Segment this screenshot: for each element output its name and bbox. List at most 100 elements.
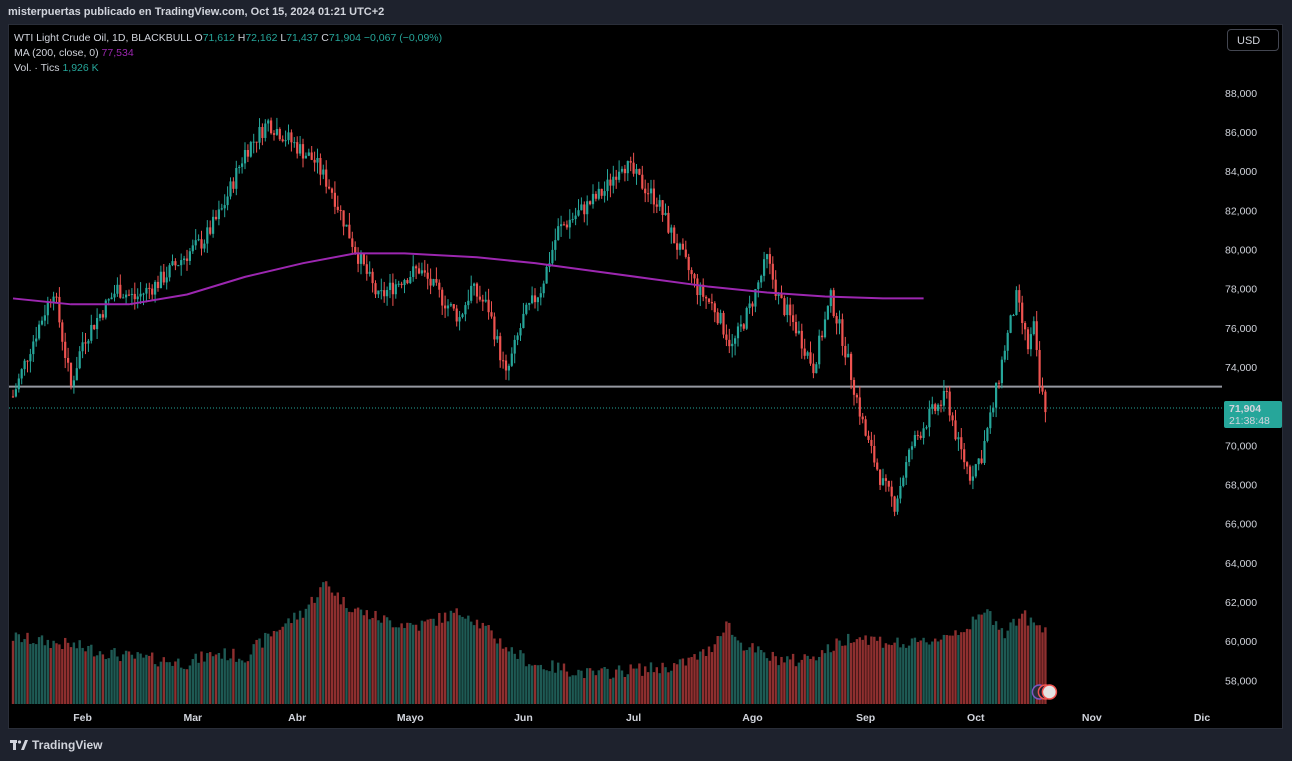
- volume-bar: [745, 649, 748, 704]
- candle-body: [812, 363, 815, 374]
- volume-bar: [1029, 617, 1033, 704]
- candle-body: [458, 317, 461, 322]
- volume-bar: [330, 592, 334, 704]
- x-tick-label: Jun: [514, 712, 533, 724]
- x-tick-label: Mar: [183, 712, 202, 724]
- candle-body: [69, 362, 73, 386]
- candle-body: [542, 283, 545, 294]
- legend-volume-row[interactable]: Vol. · Tics 1,926 K: [14, 61, 442, 76]
- volume-bar: [171, 665, 174, 704]
- candle-body: [966, 462, 969, 467]
- candle-body: [296, 142, 299, 154]
- horizontal-line-layer: [9, 385, 1222, 409]
- volume-bar: [794, 666, 798, 704]
- candle-body: [116, 284, 119, 294]
- volume-bar: [893, 642, 896, 704]
- volume-bar: [612, 677, 615, 704]
- volume-bar: [733, 636, 737, 704]
- candle-body: [829, 290, 832, 307]
- price-chart[interactable]: 88,000 86,000 84,000 82,000 80,000 78,000 76,0…: [9, 25, 1283, 730]
- volume-bar: [559, 670, 563, 704]
- volume-bar: [646, 672, 650, 704]
- candle-body: [226, 196, 229, 206]
- volume-label: Vol. · Tics: [14, 62, 60, 74]
- candle-body: [342, 210, 345, 227]
- chart-panel[interactable]: [8, 24, 1283, 729]
- candle-body: [185, 258, 189, 261]
- volume-bar: [896, 637, 899, 704]
- candle-body: [26, 360, 29, 362]
- volume-bar: [267, 633, 270, 704]
- candle-body: [502, 360, 505, 362]
- volume-bar: [620, 670, 624, 704]
- volume-bar: [464, 618, 467, 704]
- volume-bar: [1006, 630, 1009, 704]
- candle-body: [681, 243, 684, 250]
- candle-body: [571, 219, 574, 221]
- y-tick-label: 76,000: [1225, 323, 1257, 335]
- candle-body: [58, 296, 61, 323]
- candles-layer: [11, 117, 1047, 517]
- volume-bar: [319, 587, 322, 704]
- volume-bar: [713, 644, 716, 704]
- candle-body: [908, 449, 911, 463]
- volume-bar: [1023, 610, 1027, 704]
- volume-bar: [597, 670, 600, 704]
- tradingview-footer[interactable]: TradingView: [10, 738, 102, 752]
- volume-bar: [275, 631, 279, 704]
- candle-body: [516, 335, 519, 340]
- candle-body: [693, 274, 696, 279]
- volume-bar: [1026, 625, 1030, 704]
- candle-body: [145, 287, 148, 294]
- candle-body: [554, 240, 557, 250]
- currency-button[interactable]: USD: [1227, 29, 1279, 51]
- candle-body: [777, 294, 780, 296]
- candle-body: [368, 271, 371, 274]
- volume-bar: [269, 636, 273, 704]
- volume-bar: [557, 662, 560, 704]
- candle-body: [620, 168, 624, 172]
- volume-bar: [365, 610, 368, 704]
- candle-body: [1021, 302, 1024, 324]
- candle-body: [722, 312, 725, 335]
- volume-bar: [151, 652, 154, 704]
- candle-body: [67, 357, 70, 363]
- volume-bar: [716, 636, 719, 704]
- volume-bar: [362, 615, 366, 704]
- y-tick-label: 88,000: [1225, 88, 1257, 100]
- candle-body: [417, 268, 421, 274]
- volume-bar: [43, 645, 47, 704]
- volume-bar: [261, 647, 264, 704]
- candle-body: [1041, 386, 1044, 392]
- volume-bar: [211, 656, 215, 704]
- volume-bar: [818, 656, 821, 704]
- y-tick-label: 78,000: [1225, 284, 1257, 296]
- open-value: 71,612: [202, 32, 235, 44]
- volume-bar: [907, 645, 911, 704]
- candle-body: [290, 132, 293, 143]
- candle-body: [844, 345, 847, 358]
- candle-body: [441, 289, 444, 306]
- legend-ma-row[interactable]: MA (200, close, 0) 77,534: [14, 46, 442, 61]
- volume-bar: [655, 667, 658, 704]
- volume-bar: [936, 641, 940, 704]
- y-tick-label: 58,000: [1225, 675, 1257, 687]
- candle-body: [1018, 290, 1021, 303]
- candle-body: [609, 179, 612, 186]
- volume-bar: [855, 639, 859, 704]
- candle-body: [72, 380, 75, 386]
- candle-body: [806, 352, 809, 356]
- candle-body: [136, 296, 139, 300]
- volume-bar: [371, 617, 374, 704]
- volume-bar: [383, 615, 386, 704]
- candle-body: [832, 290, 835, 317]
- candle-body: [461, 314, 464, 318]
- candle-body: [577, 210, 580, 216]
- candle-body: [1029, 334, 1032, 350]
- volume-bar: [858, 637, 861, 704]
- volume-bar: [119, 661, 122, 704]
- volume-bar: [87, 645, 90, 704]
- volume-bar: [298, 610, 302, 704]
- candle-body: [101, 314, 104, 318]
- candle-body: [270, 120, 273, 134]
